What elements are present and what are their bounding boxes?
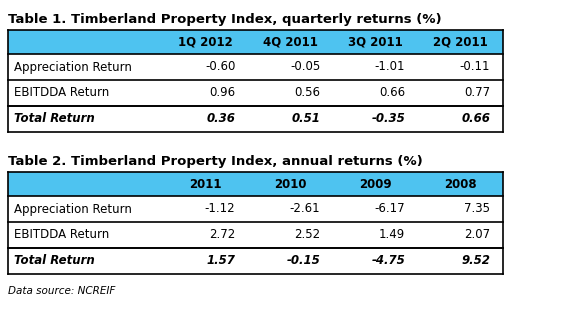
Text: 2011: 2011 [190, 178, 222, 191]
Text: Appreciation Return: Appreciation Return [14, 202, 132, 216]
Text: 2.72: 2.72 [209, 229, 235, 242]
Text: -2.61: -2.61 [290, 202, 320, 216]
Text: 2.52: 2.52 [294, 229, 320, 242]
Text: -4.75: -4.75 [372, 254, 406, 267]
Text: 7.35: 7.35 [464, 202, 490, 216]
Text: 9.52: 9.52 [461, 254, 490, 267]
Text: Appreciation Return: Appreciation Return [14, 61, 132, 73]
Text: 2009: 2009 [359, 178, 392, 191]
Text: 0.56: 0.56 [294, 86, 320, 100]
Text: -0.60: -0.60 [205, 61, 235, 73]
Text: EBITDDA Return: EBITDDA Return [14, 86, 109, 100]
Text: -1.01: -1.01 [375, 61, 406, 73]
Text: -0.05: -0.05 [290, 61, 320, 73]
Text: 0.66: 0.66 [379, 86, 406, 100]
Text: -0.35: -0.35 [372, 113, 406, 126]
Text: 0.96: 0.96 [209, 86, 235, 100]
Text: 0.51: 0.51 [291, 113, 320, 126]
Text: -0.15: -0.15 [286, 254, 320, 267]
Text: 1.49: 1.49 [379, 229, 406, 242]
Text: 1Q 2012: 1Q 2012 [178, 35, 233, 49]
Bar [8, 172, 503, 196]
Text: 0.66: 0.66 [461, 113, 490, 126]
Text: -1.12: -1.12 [204, 202, 235, 216]
Text: 2.07: 2.07 [464, 229, 490, 242]
Text: 2Q 2011: 2Q 2011 [433, 35, 488, 49]
Text: Table 1. Timberland Property Index, quarterly returns (%): Table 1. Timberland Property Index, quar… [8, 13, 442, 26]
Text: 3Q 2011: 3Q 2011 [348, 35, 403, 49]
Text: 0.36: 0.36 [206, 113, 235, 126]
Text: EBITDDA Return: EBITDDA Return [14, 229, 109, 242]
Text: 0.77: 0.77 [464, 86, 490, 100]
Bar [8, 30, 503, 54]
Text: 4Q 2011: 4Q 2011 [263, 35, 318, 49]
Text: Total Return: Total Return [14, 113, 94, 126]
Text: 1.57: 1.57 [206, 254, 235, 267]
Text: Table 2. Timberland Property Index, annual returns (%): Table 2. Timberland Property Index, annu… [8, 155, 423, 168]
Text: -6.17: -6.17 [374, 202, 406, 216]
Text: 2010: 2010 [274, 178, 307, 191]
Text: 2008: 2008 [444, 178, 477, 191]
Text: -0.11: -0.11 [460, 61, 490, 73]
Text: Total Return: Total Return [14, 254, 94, 267]
Text: Data source: NCREIF: Data source: NCREIF [8, 286, 115, 296]
